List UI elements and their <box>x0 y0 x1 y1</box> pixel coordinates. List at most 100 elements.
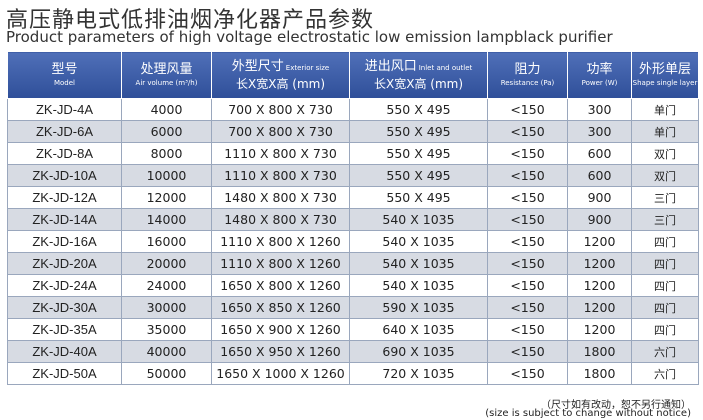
header-power: 功率 Power (W) <box>567 51 632 99</box>
cell-inlet-outlet: 550 X 495 <box>349 120 488 143</box>
spec-table: 型号 Model 处理风量 Air volume (m³/h) 外型尺寸 Exte… <box>7 51 699 385</box>
cell-resistance: <150 <box>487 208 568 231</box>
cell-model: ZK-JD-12A <box>7 186 122 209</box>
cell-exterior-size: 1110 X 800 X 730 <box>211 142 350 165</box>
cell-exterior-size: 1110 X 800 X 1260 <box>211 252 350 275</box>
cell-air-volume: 20000 <box>121 252 212 275</box>
cell-model: ZK-JD-14A <box>7 208 122 231</box>
cell-model: ZK-JD-6A <box>7 120 122 143</box>
table-row: ZK-JD-30A 30000 1650 X 850 X 1260 590 X … <box>7 296 699 319</box>
cell-power: 1200 <box>567 274 632 297</box>
notice-en: (size is subject to change without notic… <box>485 408 691 419</box>
page-title: 高压静电式低排油烟净化器产品参数 <box>6 8 375 33</box>
table-row: ZK-JD-50A 50000 1650 X 1000 X 1260 720 X… <box>7 362 699 385</box>
cell-shape: 三门 <box>631 186 699 209</box>
cell-model: ZK-JD-16A <box>7 230 122 253</box>
cell-power: 1800 <box>567 340 632 363</box>
cell-air-volume: 24000 <box>121 274 212 297</box>
header-shape: 外形单层 Shape single layer <box>631 51 699 99</box>
cell-shape: 双门 <box>631 164 699 187</box>
header-exterior-size: 外型尺寸 Exterior size 长X宽X高 (mm) <box>211 51 350 99</box>
cell-shape: 六门 <box>631 362 699 385</box>
cell-shape: 六门 <box>631 340 699 363</box>
cell-inlet-outlet: 690 X 1035 <box>349 340 488 363</box>
cell-power: 600 <box>567 142 632 165</box>
header-air-volume: 处理风量 Air volume (m³/h) <box>121 51 212 99</box>
cell-exterior-size: 1650 X 850 X 1260 <box>211 296 350 319</box>
cell-exterior-size: 700 X 800 X 730 <box>211 120 350 143</box>
table-row: ZK-JD-14A 14000 1480 X 800 X 730 540 X 1… <box>7 208 699 231</box>
cell-air-volume: 30000 <box>121 296 212 319</box>
cell-power: 600 <box>567 164 632 187</box>
cell-power: 900 <box>567 186 632 209</box>
cell-power: 1200 <box>567 230 632 253</box>
header-inlet-outlet: 进出风口 Inlet and outlet 长X宽X高 (mm) <box>349 51 488 99</box>
cell-resistance: <150 <box>487 274 568 297</box>
cell-shape: 四门 <box>631 274 699 297</box>
cell-resistance: <150 <box>487 252 568 275</box>
cell-air-volume: 4000 <box>121 98 212 121</box>
cell-inlet-outlet: 540 X 1035 <box>349 252 488 275</box>
cell-exterior-size: 1110 X 800 X 730 <box>211 164 350 187</box>
cell-inlet-outlet: 720 X 1035 <box>349 362 488 385</box>
cell-exterior-size: 1480 X 800 X 730 <box>211 186 350 209</box>
cell-resistance: <150 <box>487 142 568 165</box>
header-resistance: 阻力 Resistance (Pa) <box>487 51 568 99</box>
cell-shape: 四门 <box>631 318 699 341</box>
table-row: ZK-JD-35A 35000 1650 X 900 X 1260 640 X … <box>7 318 699 341</box>
page-subtitle: Product parameters of high voltage elect… <box>6 28 613 46</box>
table-row: ZK-JD-40A 40000 1650 X 950 X 1260 690 X … <box>7 340 699 363</box>
cell-resistance: <150 <box>487 340 568 363</box>
table-row: ZK-JD-8A 8000 1110 X 800 X 730 550 X 495… <box>7 142 699 165</box>
cell-resistance: <150 <box>487 362 568 385</box>
cell-air-volume: 8000 <box>121 142 212 165</box>
cell-resistance: <150 <box>487 164 568 187</box>
cell-model: ZK-JD-50A <box>7 362 122 385</box>
cell-inlet-outlet: 550 X 495 <box>349 164 488 187</box>
cell-exterior-size: 700 X 800 X 730 <box>211 98 350 121</box>
cell-shape: 单门 <box>631 120 699 143</box>
cell-exterior-size: 1650 X 900 X 1260 <box>211 318 350 341</box>
cell-air-volume: 16000 <box>121 230 212 253</box>
table-row: ZK-JD-20A 20000 1110 X 800 X 1260 540 X … <box>7 252 699 275</box>
cell-model: ZK-JD-30A <box>7 296 122 319</box>
cell-shape: 单门 <box>631 98 699 121</box>
cell-exterior-size: 1650 X 950 X 1260 <box>211 340 350 363</box>
table-row: ZK-JD-12A 12000 1480 X 800 X 730 550 X 4… <box>7 186 699 209</box>
cell-model: ZK-JD-24A <box>7 274 122 297</box>
cell-power: 1800 <box>567 362 632 385</box>
cell-model: ZK-JD-4A <box>7 98 122 121</box>
cell-inlet-outlet: 590 X 1035 <box>349 296 488 319</box>
cell-resistance: <150 <box>487 296 568 319</box>
cell-shape: 四门 <box>631 296 699 319</box>
cell-power: 900 <box>567 208 632 231</box>
cell-exterior-size: 1650 X 800 X 1260 <box>211 274 350 297</box>
cell-inlet-outlet: 540 X 1035 <box>349 208 488 231</box>
cell-model: ZK-JD-35A <box>7 318 122 341</box>
cell-shape: 三门 <box>631 208 699 231</box>
cell-shape: 双门 <box>631 142 699 165</box>
cell-model: ZK-JD-40A <box>7 340 122 363</box>
cell-air-volume: 40000 <box>121 340 212 363</box>
cell-air-volume: 14000 <box>121 208 212 231</box>
cell-inlet-outlet: 550 X 495 <box>349 142 488 165</box>
cell-resistance: <150 <box>487 186 568 209</box>
table-row: ZK-JD-24A 24000 1650 X 800 X 1260 540 X … <box>7 274 699 297</box>
cell-inlet-outlet: 540 X 1035 <box>349 230 488 253</box>
cell-power: 1200 <box>567 252 632 275</box>
cell-shape: 四门 <box>631 252 699 275</box>
cell-power: 1200 <box>567 296 632 319</box>
notice-cn: （尺寸如有改动，恕不另行通知） <box>541 400 691 411</box>
cell-resistance: <150 <box>487 318 568 341</box>
table-row: ZK-JD-16A 16000 1110 X 800 X 1260 540 X … <box>7 230 699 253</box>
header-model: 型号 Model <box>7 51 122 99</box>
header-row: 型号 Model 处理风量 Air volume (m³/h) 外型尺寸 Exte… <box>7 51 699 99</box>
cell-air-volume: 35000 <box>121 318 212 341</box>
cell-model: ZK-JD-20A <box>7 252 122 275</box>
cell-inlet-outlet: 540 X 1035 <box>349 274 488 297</box>
cell-power: 1200 <box>567 318 632 341</box>
cell-air-volume: 6000 <box>121 120 212 143</box>
cell-resistance: <150 <box>487 120 568 143</box>
cell-inlet-outlet: 550 X 495 <box>349 186 488 209</box>
cell-model: ZK-JD-10A <box>7 164 122 187</box>
